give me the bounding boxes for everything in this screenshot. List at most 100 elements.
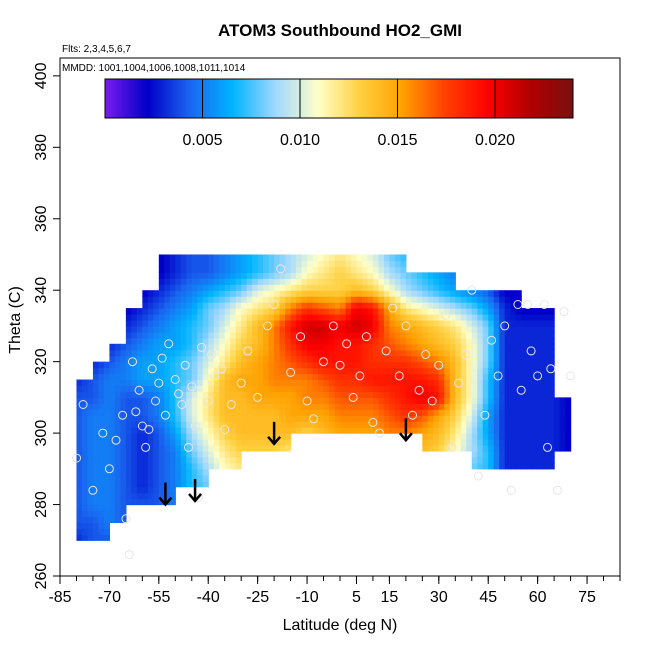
heatmap-cell (125, 367, 132, 375)
heatmap-cell (252, 260, 259, 267)
heatmap-cell (394, 421, 401, 428)
heatmap-cell (438, 308, 445, 315)
heatmap-cell (191, 343, 198, 351)
heatmap-cell (334, 421, 341, 428)
heatmap-cell (246, 254, 253, 262)
heatmap-cell (92, 492, 100, 500)
heatmap-cell (186, 439, 193, 446)
heatmap-cell (499, 319, 506, 327)
heatmap-cell (521, 433, 528, 440)
heatmap-cell (241, 379, 248, 387)
heatmap-cell (394, 296, 401, 303)
heatmap-cell (510, 391, 517, 398)
heatmap-cell (427, 385, 434, 393)
heatmap-cell (433, 439, 440, 446)
heatmap-cell (449, 439, 456, 446)
heatmap-cell (318, 427, 325, 434)
heatmap-cell (521, 337, 528, 345)
heatmap-cell (208, 290, 215, 297)
heatmap-cell (103, 498, 111, 506)
heatmap-cell (296, 290, 303, 297)
heatmap-cell (389, 385, 396, 393)
heatmap-cell (345, 266, 352, 273)
heatmap-cell (164, 480, 171, 488)
heatmap-cell (455, 403, 462, 410)
heatmap-cell (444, 415, 451, 422)
heatmap-cell (378, 331, 385, 339)
heatmap-cell (312, 379, 319, 387)
heatmap-cell (235, 302, 242, 309)
heatmap-cell (548, 415, 555, 422)
heatmap-cell (521, 439, 528, 446)
heatmap-cell (147, 302, 154, 309)
heatmap-cell (307, 337, 314, 345)
heatmap-cell (510, 319, 517, 327)
heatmap-cell (378, 391, 385, 398)
heatmap-cell (268, 314, 275, 321)
heatmap-cell (394, 427, 401, 434)
heatmap-cell (455, 361, 462, 369)
heatmap-cell (98, 468, 105, 476)
heatmap-cell (372, 284, 380, 291)
heatmap-cell (268, 397, 275, 404)
heatmap-cell (482, 385, 489, 393)
heatmap-cell (356, 391, 363, 398)
heatmap-cell (477, 319, 484, 327)
heatmap-cell (471, 391, 478, 398)
heatmap-cell (521, 367, 528, 375)
heatmap-cell (466, 337, 473, 345)
heatmap-cell (356, 373, 363, 381)
heatmap-cell (92, 516, 100, 524)
heatmap-cell (422, 445, 429, 452)
heatmap-cell (422, 391, 429, 398)
heatmap-cell (318, 397, 325, 404)
observation-point (408, 410, 417, 420)
heatmap-cell (186, 385, 193, 393)
observation-point (177, 400, 187, 409)
heatmap-cell (263, 439, 270, 446)
heatmap-cell (153, 468, 160, 476)
heatmap-cell (466, 415, 473, 422)
heatmap-cell (323, 254, 330, 262)
heatmap-cell (147, 343, 154, 351)
heatmap-cell (180, 480, 187, 488)
heatmap-cell (372, 302, 380, 309)
heatmap-cell (345, 349, 352, 357)
heatmap-cell (136, 379, 143, 387)
heatmap-cell (400, 308, 407, 315)
heatmap-cell (521, 331, 528, 339)
heatmap-cell (202, 296, 209, 303)
heatmap-cell (548, 349, 555, 357)
heatmap-cell (361, 284, 369, 291)
heatmap-cell (565, 427, 572, 434)
heatmap-cell (147, 379, 154, 387)
heatmap-cell (345, 385, 352, 393)
heatmap-cell (81, 427, 89, 434)
heatmap-cell (246, 439, 253, 446)
heatmap-cell (241, 355, 248, 363)
heatmap-cell (312, 337, 319, 345)
heatmap-cell (208, 397, 215, 404)
heatmap-cell (169, 349, 176, 357)
heatmap-cell (125, 331, 132, 339)
heatmap-cell (477, 373, 484, 381)
heatmap-cell (543, 337, 550, 345)
heatmap-cell (169, 474, 176, 482)
heatmap-cell (526, 349, 533, 357)
heatmap-cell (394, 397, 401, 404)
heatmap-cell (180, 290, 187, 297)
heatmap-cell (169, 319, 176, 327)
heatmap-cell (477, 290, 484, 297)
heatmap-cell (241, 403, 248, 410)
heatmap-cell (367, 302, 374, 309)
observation-point (210, 371, 220, 381)
heatmap-cell (120, 427, 127, 434)
heatmap-cell (405, 308, 412, 315)
heatmap-cell (378, 308, 385, 315)
heatmap-cell (323, 367, 330, 375)
heatmap-cell (471, 349, 478, 357)
heatmap-cell (455, 439, 462, 446)
heatmap-cell (532, 397, 539, 404)
heatmap-cell (186, 450, 193, 458)
